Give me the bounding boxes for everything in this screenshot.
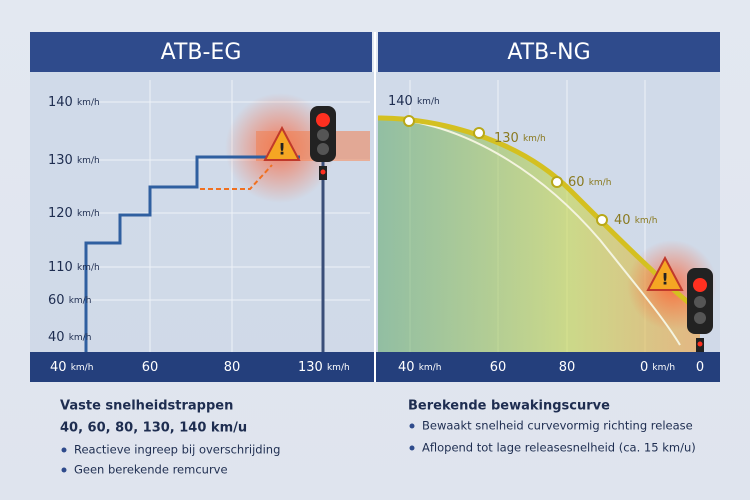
y-label: 40 km/h (48, 330, 91, 345)
curve-points (403, 115, 608, 226)
y-label: 130 km/h (48, 153, 100, 168)
panel-header (30, 32, 372, 72)
bullet-text: Geen berekende remcurve (74, 463, 228, 477)
y-label: 60 km/h (48, 293, 91, 308)
label-value: 60 (490, 360, 507, 375)
bullet-text: Bewaakt snelheid curvevormig richting re… (422, 419, 693, 433)
bullet-dot (61, 447, 67, 453)
label-unit: km/h (417, 97, 440, 107)
label-value: 130 (494, 131, 519, 146)
curve-label: 140 km/h (388, 94, 440, 109)
x-label: 60 (142, 360, 159, 375)
subheading: 40, 60, 80, 130, 140 km/u (60, 421, 247, 436)
x-label: 130 km/h (298, 360, 350, 375)
y-label: 120 km/h (48, 206, 100, 221)
label-value: 130 (298, 360, 323, 375)
label-unit: km/h (77, 263, 100, 273)
label-unit: km/h (327, 363, 350, 373)
bullet-dot (61, 467, 67, 473)
x-label: 60 (490, 360, 507, 375)
label-value: 60 (142, 360, 159, 375)
label-value: 120 (48, 206, 73, 221)
svg-text:!: ! (661, 270, 668, 289)
x-label: 40 km/h (398, 360, 441, 375)
panel-header (378, 32, 720, 72)
warning-icon: ! (263, 125, 301, 161)
signal (687, 268, 713, 352)
label-unit: km/h (635, 216, 658, 226)
label-value: 40 (48, 330, 65, 345)
curve-label: 130 km/h (494, 131, 546, 146)
dashed-curve (200, 164, 273, 190)
bullet-text: Aflopend tot lage releasesnelheid (ca. 1… (422, 441, 696, 455)
label-value: 40 (614, 213, 631, 228)
label-value: 40 (398, 360, 415, 375)
curve-area (378, 118, 700, 352)
panel-title: ATB-EG (161, 40, 242, 65)
label-value: 0 (640, 360, 648, 375)
label-unit: km/h (652, 363, 675, 373)
x-label: 80 (559, 360, 576, 375)
label-unit: km/h (523, 134, 546, 144)
warning-icon: ! (646, 255, 684, 291)
label-value: 40 (50, 360, 67, 375)
x-label: 0 km/h (640, 360, 675, 375)
heading: Berekende bewakingscurve (408, 399, 610, 414)
release-curve (377, 117, 681, 346)
label-value: 140 (388, 94, 413, 109)
curve-label: 60 km/h (568, 175, 611, 190)
label-unit: km/h (419, 363, 442, 373)
label-value: 110 (48, 260, 73, 275)
label-unit: km/h (69, 296, 92, 306)
x-label: 80 (224, 360, 241, 375)
label-value: 80 (224, 360, 241, 375)
bullet-dot (409, 445, 415, 451)
label-unit: km/h (69, 333, 92, 343)
x-label: 40 km/h (50, 360, 93, 375)
label-unit: km/h (71, 363, 94, 373)
y-label: 140 km/h (48, 95, 100, 110)
label-value: 60 (568, 175, 585, 190)
panel-title: ATB-NG (507, 40, 590, 65)
label-unit: km/h (77, 156, 100, 166)
label-value: 140 (48, 95, 73, 110)
step-curve (84, 155, 300, 352)
curve-label: 40 km/h (614, 213, 657, 228)
signal (310, 106, 336, 352)
y-label: 110 km/h (48, 260, 100, 275)
svg-text:!: ! (278, 140, 285, 159)
label-value: 130 (48, 153, 73, 168)
label-unit: km/h (77, 98, 100, 108)
bullet-dot (409, 423, 415, 429)
x-label: 0 (696, 360, 704, 375)
label-value: 0 (696, 360, 704, 375)
label-unit: km/h (589, 178, 612, 188)
bullet-text: Reactieve ingreep bij overschrijding (74, 443, 280, 457)
label-value: 60 (48, 293, 65, 308)
label-unit: km/h (77, 209, 100, 219)
heading: Vaste snelheidstrappen (60, 399, 233, 414)
label-value: 80 (559, 360, 576, 375)
